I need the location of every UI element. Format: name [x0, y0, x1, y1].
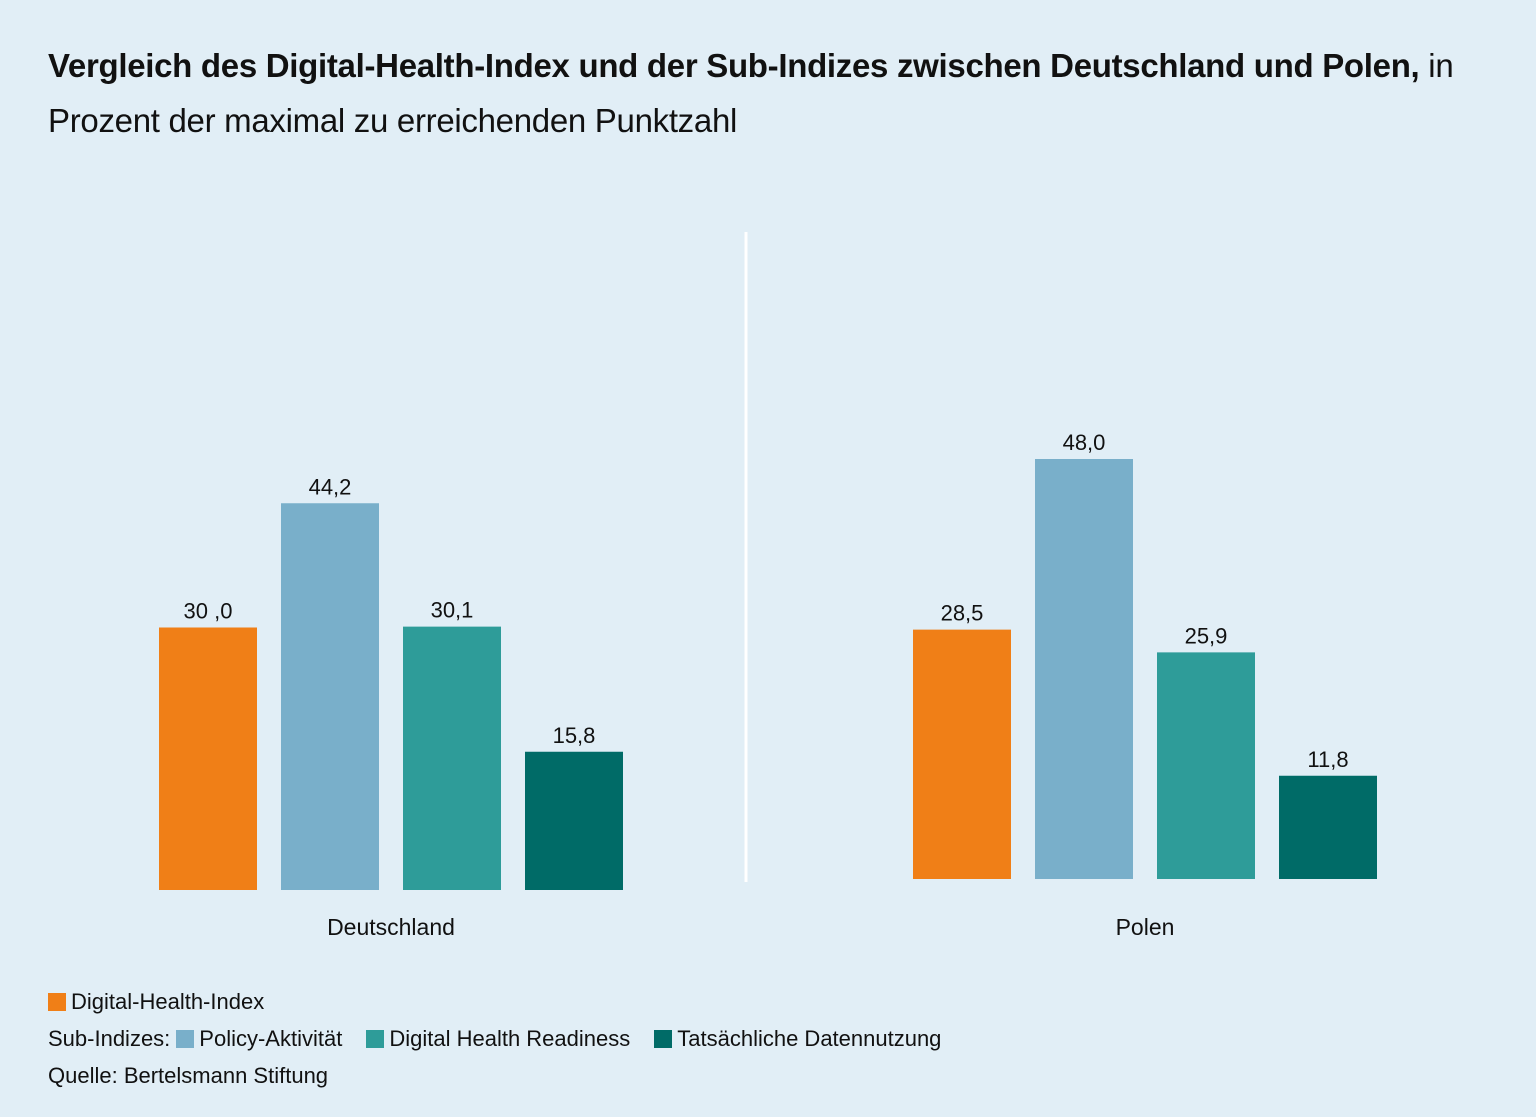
bar-group-deutschland: 30 ,0 44,2 30,1 15,8 Deutschland [159, 474, 623, 940]
category-label-deutschland: Deutschland [327, 914, 455, 940]
legend-sub-prefix: Sub-Indizes: [48, 1026, 171, 1051]
legend-label: Tatsächliche Datennutzung [677, 1026, 942, 1051]
data-label-polen-digital-health-readiness: 25,9 [1185, 623, 1228, 648]
bar-deutschland-tatsaechliche-datennutzung [525, 751, 623, 890]
legend-item-digital-health-index: Digital-Health-Index [48, 983, 264, 1020]
data-label-polen-policy-aktivitaet: 48,0 [1063, 430, 1106, 455]
legend-item-datennutzung: Tatsächliche Datennutzung [654, 1020, 941, 1057]
data-label-deutschland-policy-aktivitaet: 44,2 [309, 474, 352, 499]
bar-polen-digital-health-index [913, 629, 1011, 879]
source-text: Quelle: Bertelsmann Stiftung [48, 1063, 329, 1088]
legend-label: Policy-Aktivität [199, 1026, 343, 1051]
legend-label: Digital Health Readiness [389, 1026, 631, 1051]
data-label-deutschland-digital-health-index: 30 ,0 [184, 599, 233, 624]
data-label-deutschland-tatsaechliche-datennutzung: 15,8 [553, 723, 596, 748]
legend-swatch-light-blue [176, 1029, 195, 1048]
bar-polen-policy-aktivitaet [1035, 459, 1133, 879]
legend-item-digital-health-readiness: Digital Health Readiness [366, 1020, 630, 1057]
bar-deutschland-digital-health-index [159, 627, 257, 890]
data-label-deutschland-digital-health-readiness: 30,1 [431, 598, 474, 623]
legend-item-policy-aktivitaet: Policy-Aktivität [176, 1020, 342, 1057]
bar-chart: 30 ,0 44,2 30,1 15,8 Deutschland 28,5 48,0 25,9… [159, 232, 1377, 940]
legend-row-sub: Sub-Indizes: Policy-Aktivität Digital He… [48, 1020, 965, 1057]
legend-swatch-orange [48, 992, 66, 1011]
data-label-polen-digital-health-index: 28,5 [941, 601, 984, 626]
bar-group-polen: 28,5 48,0 25,9 11,8 Polen [913, 430, 1377, 940]
source-note: Quelle: Bertelsmann Stiftung [48, 1057, 965, 1094]
chart-title-subtitle: in Prozent der maximal zu erreichenden P… [48, 47, 1454, 139]
bar-polen-digital-health-readiness [1157, 652, 1255, 879]
data-label-polen-tatsaechliche-datennutzung: 11,8 [1307, 747, 1348, 772]
chart-title-bold: Vergleich des Digital-Health-Index und d… [48, 47, 1420, 84]
bar-deutschland-policy-aktivitaet [281, 503, 379, 890]
legend-swatch-teal [366, 1029, 385, 1048]
bar-polen-tatsaechliche-datennutzung [1279, 775, 1377, 879]
legend-row-main: Digital-Health-Index [48, 983, 965, 1020]
legend: Digital-Health-Index Sub-Indizes: Policy… [48, 983, 965, 1094]
legend-swatch-dark-teal [654, 1029, 673, 1048]
bar-deutschland-digital-health-readiness [403, 626, 501, 890]
bars-layer: 30 ,0 44,2 30,1 15,8 Deutschland 28,5 48,0 25,9… [159, 430, 1377, 940]
chart-title: Vergleich des Digital-Health-Index und d… [48, 38, 1488, 148]
legend-label: Digital-Health-Index [71, 989, 265, 1014]
category-label-polen: Polen [1116, 914, 1175, 940]
